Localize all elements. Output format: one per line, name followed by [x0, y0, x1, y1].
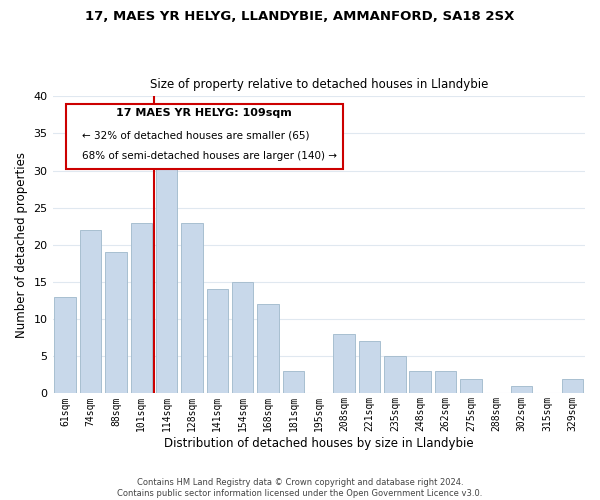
Bar [55, 297, 76, 394]
Text: 68% of semi-detached houses are larger (140) →: 68% of semi-detached houses are larger (… [82, 152, 337, 162]
Bar [283, 371, 304, 394]
Bar [131, 222, 152, 394]
Text: Contains HM Land Registry data © Crown copyright and database right 2024.
Contai: Contains HM Land Registry data © Crown c… [118, 478, 482, 498]
FancyBboxPatch shape [66, 104, 343, 169]
Text: 17 MAES YR HELYG: 109sqm: 17 MAES YR HELYG: 109sqm [116, 108, 292, 118]
Title: Size of property relative to detached houses in Llandybie: Size of property relative to detached ho… [149, 78, 488, 91]
Bar [181, 222, 203, 394]
Bar [511, 386, 532, 394]
Bar [206, 290, 228, 394]
Bar [232, 282, 253, 394]
Bar [105, 252, 127, 394]
X-axis label: Distribution of detached houses by size in Llandybie: Distribution of detached houses by size … [164, 437, 473, 450]
Y-axis label: Number of detached properties: Number of detached properties [15, 152, 28, 338]
Bar [359, 342, 380, 394]
Bar [384, 356, 406, 394]
Bar [460, 378, 482, 394]
Bar [334, 334, 355, 394]
Bar [156, 163, 178, 394]
Text: 17, MAES YR HELYG, LLANDYBIE, AMMANFORD, SA18 2SX: 17, MAES YR HELYG, LLANDYBIE, AMMANFORD,… [85, 10, 515, 23]
Bar [257, 304, 279, 394]
Text: ← 32% of detached houses are smaller (65): ← 32% of detached houses are smaller (65… [82, 130, 310, 140]
Bar [80, 230, 101, 394]
Bar [435, 371, 457, 394]
Bar [562, 378, 583, 394]
Bar [409, 371, 431, 394]
